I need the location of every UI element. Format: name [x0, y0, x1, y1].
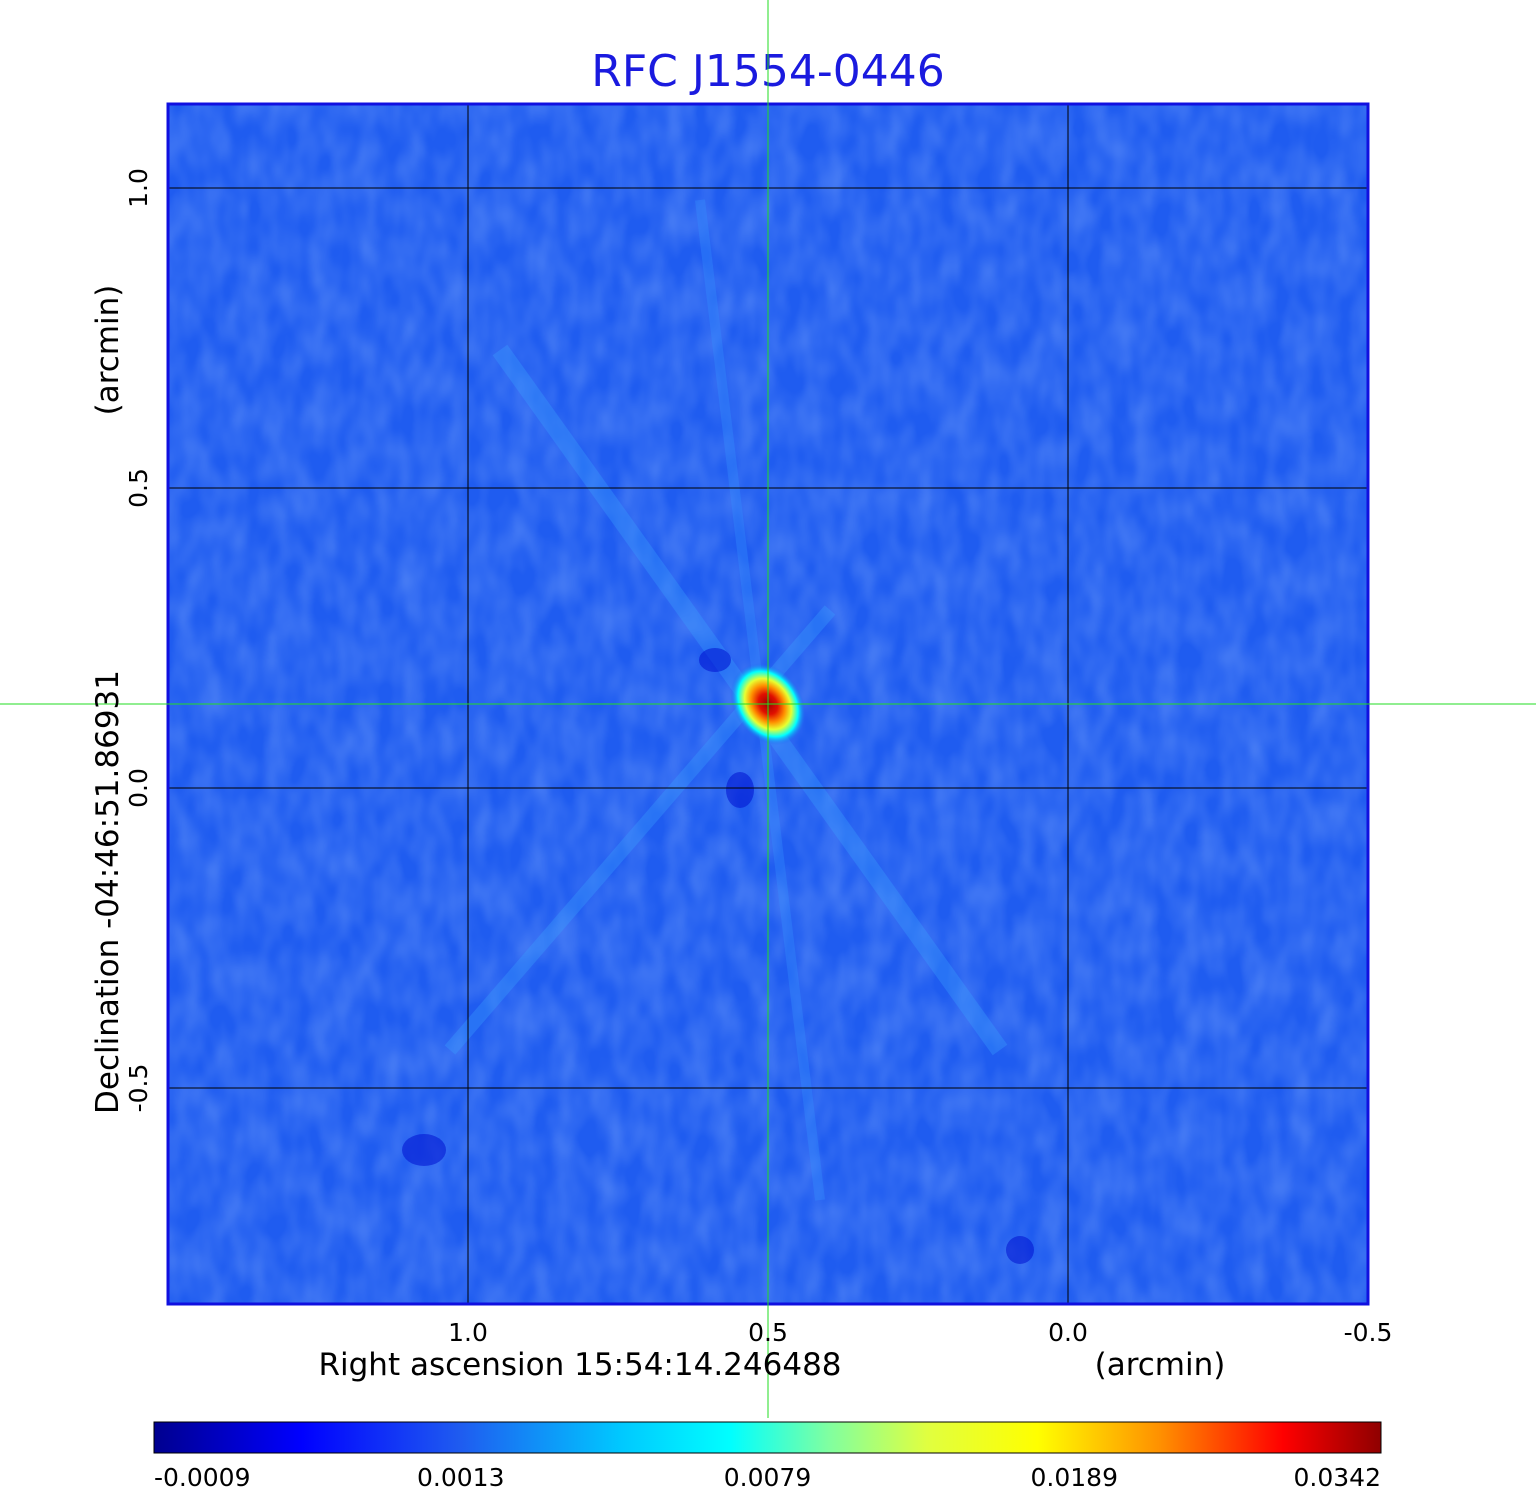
y-tick-label: -0.5	[124, 1064, 153, 1113]
y-tick-label: 1.0	[124, 168, 153, 208]
y-tick-labels: 1.0 0.5 0.0 -0.5	[124, 168, 153, 1112]
colorbar-tick-label: -0.0009	[154, 1463, 251, 1492]
y-axis-label: Declination -04:46:51.86931	[90, 670, 126, 1114]
colorbar-tick-label: 0.0189	[1031, 1463, 1118, 1492]
x-tick-label: 0.5	[748, 1318, 788, 1347]
crosshair	[0, 0, 1536, 1418]
colorbar-gradient	[153, 1421, 1382, 1454]
x-tick-label: 0.0	[1048, 1318, 1088, 1347]
y-tick-label: 0.0	[124, 768, 153, 808]
y-tick-label: 0.5	[124, 468, 153, 508]
x-tick-labels: 1.0 0.5 0.0 -0.5	[448, 1318, 1392, 1347]
x-tick-label: -0.5	[1344, 1318, 1393, 1347]
colorbar-tick-label: 0.0079	[724, 1463, 811, 1492]
colorbar: -0.0009 0.0013 0.0079 0.0189 0.0342	[153, 1421, 1382, 1492]
colorbar-tick-label: 0.0013	[417, 1463, 504, 1492]
y-axis-unit: (arcmin)	[90, 285, 126, 416]
x-tick-label: 1.0	[448, 1318, 488, 1347]
colorbar-tick-label: 0.0342	[1294, 1463, 1381, 1492]
dark-patches	[402, 648, 1034, 1264]
colorbar-tick-labels: -0.0009 0.0013 0.0079 0.0189 0.0342	[154, 1463, 1381, 1492]
x-axis-label: Right ascension 15:54:14.246488	[318, 1347, 841, 1383]
x-axis-unit: (arcmin)	[1095, 1347, 1226, 1383]
